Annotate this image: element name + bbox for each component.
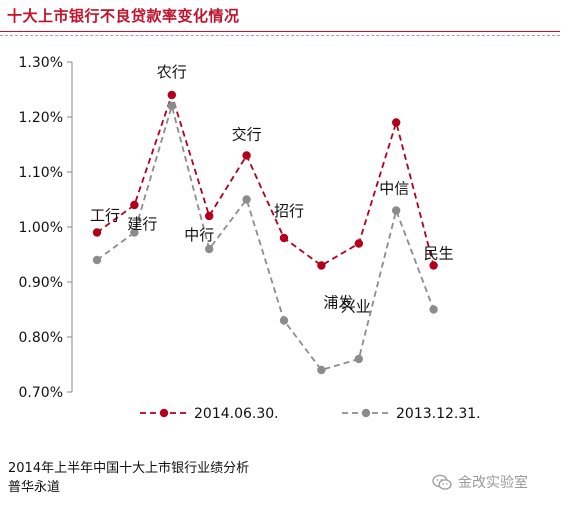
series-line-1: [96, 92, 435, 267]
chart-title: 十大上市银行不良贷款率变化情况: [7, 7, 240, 25]
data-point: [279, 233, 289, 243]
category-label: 兴业: [341, 298, 371, 316]
legend-marker: [361, 408, 371, 418]
legend-label: 2013.12.31.: [396, 406, 481, 422]
y-tick-label: 0.90%: [19, 275, 63, 291]
legend-marker: [159, 408, 169, 418]
y-tick-label: 1.10%: [19, 165, 63, 181]
y-tick-label: 1.30%: [19, 55, 63, 71]
data-point: [392, 118, 401, 127]
wechat-icon: [432, 474, 452, 491]
series-line-2: [96, 102, 435, 372]
category-label: 中行: [184, 226, 214, 244]
y-tick-label: 1.00%: [19, 220, 63, 236]
data-point: [205, 211, 214, 221]
watermark-text: 金改实验室: [458, 475, 528, 491]
source-line-2: 普华永道: [8, 480, 61, 495]
category-label: 工行: [90, 207, 120, 225]
data-point: [167, 101, 176, 111]
category-label: 建行: [127, 215, 157, 233]
data-point: [130, 228, 139, 237]
category-label: 浦发: [323, 294, 353, 312]
data-point: [167, 90, 176, 100]
category-label: 交行: [232, 126, 262, 144]
title-divider: [0, 31, 560, 32]
data-point: [429, 261, 438, 270]
data-point: [354, 354, 363, 364]
source-line-1: 2014年上半年中国十大上市银行业绩分析: [8, 461, 250, 476]
data-point: [92, 228, 102, 237]
data-point: [317, 261, 326, 270]
y-tick-label: 1.20%: [19, 110, 63, 126]
title-divider-dashed: [0, 35, 560, 36]
watermark: 金改实验室: [432, 472, 528, 492]
data-point: [354, 239, 363, 248]
data-point: [92, 255, 102, 265]
category-label: 招行: [274, 202, 304, 220]
data-point: [279, 316, 289, 325]
legend-label: 2014.06.30.: [194, 406, 279, 422]
data-point: [429, 305, 438, 314]
data-point: [242, 151, 251, 160]
y-tick-label: 0.80%: [19, 330, 63, 346]
data-point: [242, 195, 251, 204]
data-point: [317, 365, 326, 375]
category-label: 农行: [157, 63, 187, 81]
data-point: [130, 200, 139, 210]
y-tick-label: 0.70%: [19, 385, 63, 401]
data-point: [392, 206, 401, 215]
category-label: 中信: [379, 180, 409, 198]
category-label: 民生: [424, 245, 454, 263]
data-point: [205, 244, 214, 254]
